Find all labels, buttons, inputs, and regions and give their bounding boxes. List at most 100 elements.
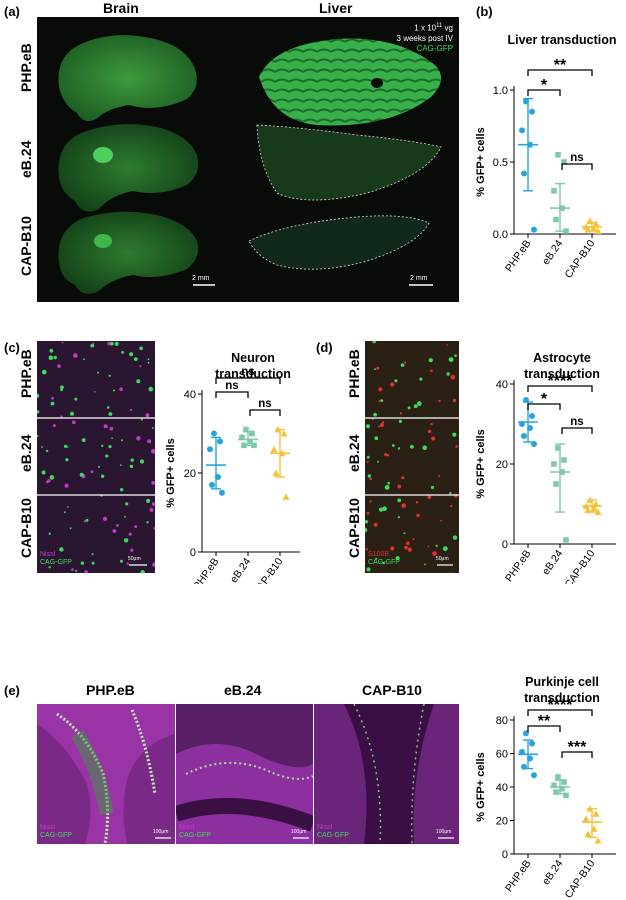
x-tick-label: PHP.eB (503, 548, 533, 584)
data-point (531, 226, 537, 233)
y-tick-label: 1.0 (493, 85, 508, 97)
cell-dot (66, 505, 69, 508)
cell-dot (73, 353, 78, 358)
panel-a-row-2: eB.24 (18, 140, 34, 178)
data-point (529, 413, 535, 419)
cell-dot (112, 529, 117, 533)
y-tick-label: 40 (496, 782, 508, 794)
liver-transduction-chart: Liver transduction 0.0 0.5 1.0 % GFP+ cells P… (475, 33, 617, 281)
data-point (531, 772, 537, 779)
y-axis-label: % GFP+ cells (475, 429, 487, 498)
cell-dot (53, 355, 57, 360)
cell-dot (45, 449, 49, 453)
cell-dot (105, 454, 109, 458)
cell-dot (386, 454, 390, 457)
data-point (594, 227, 602, 235)
data-point (529, 740, 535, 747)
cell-dot (366, 461, 369, 463)
cell-dot (51, 396, 54, 400)
cell-dot (427, 429, 432, 434)
cell-dot (48, 566, 51, 569)
data-point (249, 430, 255, 437)
cell-dot (397, 484, 402, 489)
significance-label: **** (548, 373, 574, 390)
data-point (529, 108, 535, 115)
cell-dot (417, 401, 422, 406)
purkinje-section-phpeb: Nissl CAG-GFP 100μm (37, 704, 175, 844)
cell-dot (366, 455, 370, 459)
panel-e-stain-2c: CAG-GFP (317, 832, 349, 839)
cell-dot (146, 498, 151, 503)
cell-dot (400, 363, 405, 367)
panel-d-micrograph: S100B CAG-GFP 50μm (365, 341, 459, 573)
cell-dot (404, 361, 407, 364)
brain-hotspot-eb24 (93, 147, 113, 163)
cell-dot (455, 445, 458, 448)
cell-dot (63, 511, 66, 514)
panel-d-scalebar-label: 50μm (436, 556, 449, 562)
cell-dot (373, 412, 377, 417)
cell-dot (391, 444, 395, 447)
cell-dot (378, 399, 381, 402)
cell-dot (121, 439, 124, 442)
panel-c-label: (c) (4, 340, 20, 355)
data-point (563, 228, 569, 234)
cell-dot (384, 485, 390, 490)
data-point (207, 446, 213, 453)
cell-dot (430, 485, 435, 490)
y-tick-label: 0.5 (493, 157, 508, 169)
purkinje-section-capb10: Nissl CAG-GFP 100μm (314, 704, 459, 844)
cell-dot (428, 358, 433, 363)
panel-c-stain-1: Nissl (40, 551, 56, 558)
cell-dot (42, 369, 47, 375)
purkinje-image-eb24 (176, 704, 313, 844)
cell-dot (70, 411, 74, 416)
dose-base: 1 x 10 (414, 23, 437, 33)
chart-title: Astrocyte (533, 351, 591, 365)
data-point (555, 152, 561, 158)
cell-dot (61, 341, 64, 344)
cell-dot (108, 412, 113, 416)
panel-e-scalebar-label-3: 100μm (436, 829, 452, 835)
cell-dot (438, 399, 441, 403)
y-tick-label: 40 (496, 379, 508, 391)
data-point (561, 457, 567, 463)
cell-dot (378, 387, 383, 392)
y-tick-label: 0 (502, 849, 508, 861)
panel-e-stain-1a: Nissl (40, 824, 56, 831)
cell-dot (120, 559, 123, 563)
cell-dot (75, 569, 78, 572)
cell-dot (128, 532, 132, 536)
cell-dot (134, 357, 138, 361)
cell-dot (401, 503, 406, 508)
cell-dot (125, 502, 129, 506)
cell-dot (366, 424, 370, 429)
y-axis-label: % GFP+ cells (475, 752, 487, 821)
y-tick-label: 0 (502, 539, 508, 551)
cell-dot (41, 470, 46, 475)
cell-dot (384, 453, 388, 457)
dose-unit: vg (442, 23, 453, 33)
panel-e-col-2: eB.24 (224, 682, 262, 698)
y-tick-label: 60 (496, 749, 508, 761)
x-tick-label: PHP.eB (191, 556, 221, 584)
cell-dot (374, 368, 376, 371)
cell-dot (148, 386, 154, 392)
cell-dot (427, 545, 430, 548)
data-point (219, 489, 225, 496)
brain-hotspot-capb10 (94, 234, 112, 248)
cell-dot (379, 423, 384, 428)
cell-dot (404, 545, 408, 550)
liver-scalebar-label: 2 mm (410, 275, 428, 282)
significance-bracket (215, 377, 281, 384)
cell-dot (397, 498, 402, 503)
cell-dot (49, 475, 55, 480)
cell-dot (37, 393, 40, 398)
cell-dot (91, 553, 94, 556)
panel-d-row-3: CAP-B10 (346, 498, 362, 558)
cell-dot (81, 438, 86, 442)
cell-dot (108, 374, 111, 377)
cell-dot (406, 541, 410, 545)
cell-dot (366, 511, 370, 515)
